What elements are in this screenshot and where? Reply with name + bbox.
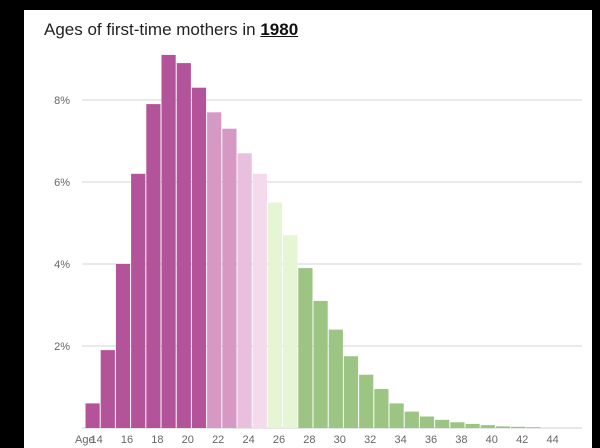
bars bbox=[85, 54, 541, 429]
bar-age-17[interactable] bbox=[131, 173, 146, 428]
bar-age-19[interactable] bbox=[161, 54, 176, 429]
bar-age-37[interactable] bbox=[435, 419, 450, 428]
x-tick-label: 34 bbox=[394, 434, 406, 446]
y-tick-label: 4% bbox=[54, 259, 70, 271]
bar-age-27[interactable] bbox=[283, 235, 298, 428]
x-axis-prefix-label: Age bbox=[75, 434, 95, 446]
bar-age-36[interactable] bbox=[419, 416, 435, 428]
x-tick-label: 42 bbox=[516, 434, 528, 446]
bar-age-41[interactable] bbox=[495, 426, 511, 428]
x-tick-label: 26 bbox=[273, 434, 285, 446]
bar-age-16[interactable] bbox=[115, 264, 131, 428]
x-tick-label: 28 bbox=[303, 434, 315, 446]
bar-age-29[interactable] bbox=[313, 300, 328, 428]
bar-age-38[interactable] bbox=[450, 422, 465, 428]
x-tick-label: 24 bbox=[242, 434, 254, 446]
y-tick-label: 6% bbox=[54, 177, 70, 189]
bar-age-40[interactable] bbox=[480, 425, 495, 428]
bar-age-21[interactable] bbox=[191, 87, 207, 428]
bar-age-30[interactable] bbox=[328, 329, 343, 428]
bar-age-22[interactable] bbox=[207, 112, 222, 429]
chart-panel: Ages of first-time mothers in 1980 2% 4% 6… bbox=[24, 10, 592, 448]
x-tick-label: 40 bbox=[486, 434, 498, 446]
bar-age-32[interactable] bbox=[359, 374, 374, 428]
chart-title-text: Ages of first-time mothers in bbox=[44, 20, 261, 39]
bar-age-35[interactable] bbox=[404, 411, 419, 428]
bar-age-42[interactable] bbox=[511, 426, 526, 428]
y-axis-ticks: 2% 4% 6% 8% bbox=[54, 95, 70, 353]
bar-age-23[interactable] bbox=[222, 128, 237, 428]
bar-age-33[interactable] bbox=[374, 389, 389, 428]
bar-age-25[interactable] bbox=[252, 173, 267, 428]
x-tick-label: 22 bbox=[212, 434, 224, 446]
x-tick-label: 36 bbox=[425, 434, 437, 446]
bar-age-20[interactable] bbox=[176, 63, 191, 428]
chart-title-year[interactable]: 1980 bbox=[260, 20, 299, 39]
y-tick-label: 2% bbox=[54, 341, 70, 353]
bar-age-26[interactable] bbox=[267, 202, 283, 429]
x-tick-label: 32 bbox=[364, 434, 376, 446]
bar-age-15[interactable] bbox=[100, 350, 115, 428]
x-tick-label: 44 bbox=[546, 434, 558, 446]
bar-age-24[interactable] bbox=[237, 153, 252, 429]
bar-age-14[interactable] bbox=[85, 403, 100, 428]
y-tick-label: 8% bbox=[54, 95, 70, 107]
bar-age-31[interactable] bbox=[343, 356, 359, 428]
x-tick-label: 20 bbox=[182, 434, 194, 446]
x-tick-label: 30 bbox=[334, 434, 346, 446]
chart-title: Ages of first-time mothers in 1980 bbox=[44, 20, 298, 40]
bar-age-28[interactable] bbox=[298, 268, 313, 428]
bar-age-18[interactable] bbox=[146, 104, 161, 428]
x-tick-label: 14 bbox=[90, 434, 102, 446]
bar-age-34[interactable] bbox=[389, 403, 404, 428]
bar-age-43[interactable] bbox=[526, 427, 541, 428]
x-tick-label: 18 bbox=[151, 434, 163, 446]
bar-age-39[interactable] bbox=[465, 423, 480, 428]
x-tick-label: 38 bbox=[455, 434, 467, 446]
x-tick-label: 16 bbox=[121, 434, 133, 446]
